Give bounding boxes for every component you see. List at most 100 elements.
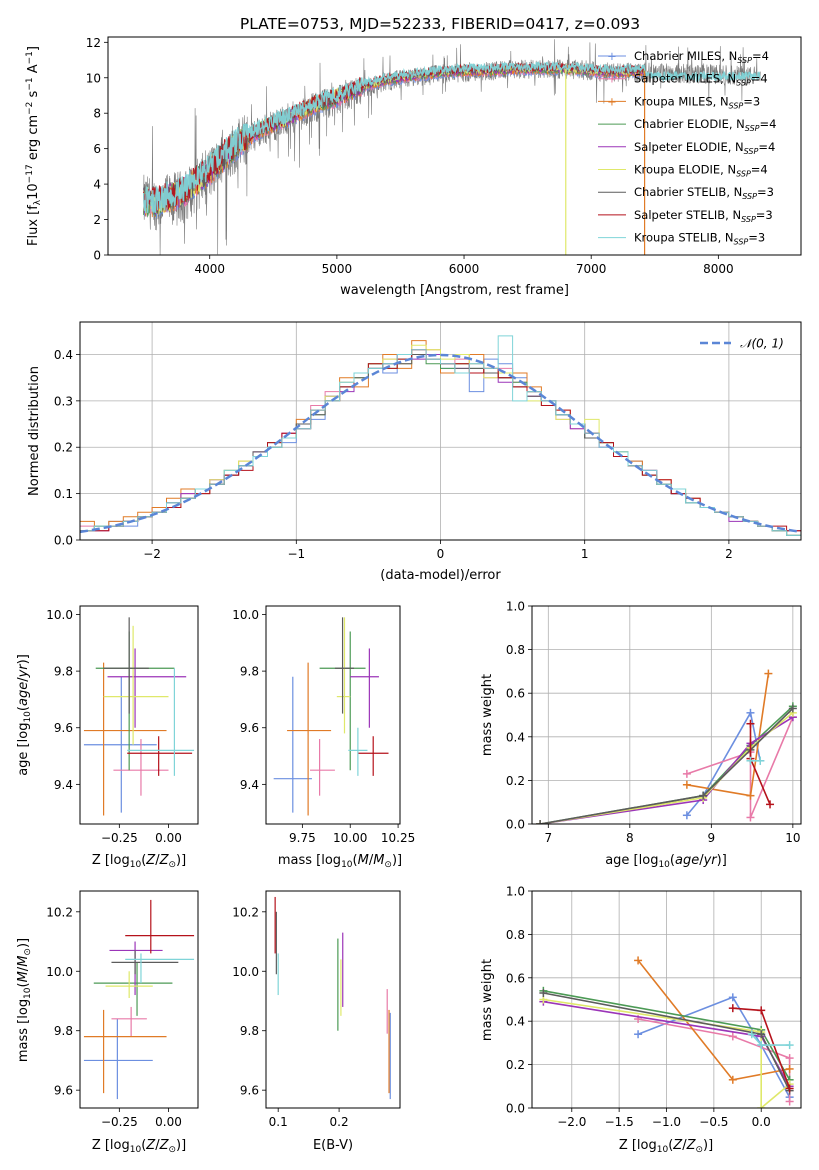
model-spectrum-line-0: [143, 66, 646, 219]
weight-marker-6: [757, 1030, 766, 1039]
x-axis-label-age-vs-mass: mass [log10(M/M⊙)]: [278, 853, 402, 870]
y-tick-label: 0.0: [54, 534, 73, 548]
weight-marker-2: [682, 780, 691, 789]
spectrum-traces: [142, 39, 761, 255]
label-part: Z: [686, 1138, 697, 1153]
data-point-4: [350, 648, 379, 728]
y-tick-label: 9.6: [54, 721, 73, 735]
axes-frame-age-vs-mass: [265, 605, 401, 825]
legend-label-sub: SSP: [742, 192, 757, 201]
legend-marker-0: +: [607, 49, 617, 63]
label-part: −2: [25, 102, 35, 115]
x-axis-label-age-vs-Z: Z [log10(Z/Z⊙)]: [92, 853, 186, 870]
y-tick-label: 10.0: [46, 965, 73, 979]
data-point-7: [125, 899, 195, 954]
axes-frame-weight-vs-age: [531, 605, 802, 825]
x-axis-label-mass-vs-Z: Z [log10(Z/Z⊙)]: [92, 1138, 186, 1155]
weight-line-2: [686, 673, 770, 797]
label-part: ⊙: [168, 1145, 176, 1155]
legend-label-6: Chabrier STELIB, NSSP=3: [634, 185, 774, 201]
legend-label-3: Chabrier ELODIE, NSSP=4: [634, 117, 776, 133]
y-axis-label-weight-vs-Z: mass weight: [480, 959, 495, 1041]
label-part: /: [682, 1138, 687, 1153]
legend-label-normal: 𝒩(0, 1): [740, 337, 784, 351]
weight-marker-0: [746, 708, 755, 717]
data-point-5: [105, 971, 153, 999]
y-tick-label: 9.8: [54, 665, 73, 679]
weight-marker-6: [536, 820, 545, 824]
spectrum-legend: + Chabrier MILES, NSSP=4+ Salpeter MILES, …: [598, 49, 776, 247]
legend-label-sub: SSP: [745, 124, 760, 133]
weight-marker-5: [757, 1104, 766, 1108]
x-tick-label: −2.0: [557, 1115, 586, 1129]
weight-marker-2: [764, 669, 773, 678]
weight-line-1: [686, 716, 794, 818]
weight-marker-0: [634, 1030, 643, 1039]
weight-marker-7: [746, 719, 755, 728]
weight-marker-8: [757, 1041, 766, 1050]
x-tick-label: 6000: [449, 262, 480, 276]
errorbars-mass-vs-Z: [83, 899, 195, 1100]
legend-label-sub: SSP: [741, 215, 756, 224]
weight-marker-2: [634, 956, 643, 965]
label-part: (: [670, 853, 675, 868]
label-part: Z: [159, 1138, 170, 1153]
x-tick-label: 4000: [194, 262, 225, 276]
legend-label-sub: SSP: [744, 147, 759, 156]
y-tick-label: 9.4: [240, 778, 259, 792]
label-part: 10: [23, 711, 33, 723]
weight-marker-7: [757, 1006, 766, 1015]
legend-label-n: =3: [756, 208, 773, 222]
y-tick-label: 9.8: [240, 665, 259, 679]
data-point-8: [125, 953, 195, 984]
label-part: age [log: [16, 723, 31, 776]
x-tick-label: 0.00: [155, 1115, 182, 1129]
y-tick-label: 1.0: [506, 885, 525, 899]
y-tick-label: 10.0: [232, 965, 259, 979]
data-point-5: [103, 625, 169, 745]
legend-label-text: Salpeter STELIB, N: [634, 208, 741, 222]
y-tick-label: 0.4: [506, 1015, 525, 1029]
label-part: M: [16, 971, 31, 982]
label-part: age: [16, 682, 31, 706]
y-axis-label-residuals: Normed distribution: [27, 366, 42, 496]
y-tick-label: 0: [93, 249, 101, 263]
y-tick-label: 0.8: [506, 643, 525, 657]
label-part: (: [16, 982, 31, 987]
y-axis-label-weight-vs-age: mass weight: [480, 674, 495, 756]
label-part: 10: [23, 987, 33, 999]
weight-marker-1: [746, 813, 755, 822]
legend-label-n: =4: [758, 140, 775, 154]
weights-weight-vs-Z: [539, 956, 794, 1108]
x-tick-label: 2: [725, 547, 733, 561]
weight-marker-1: [785, 1054, 794, 1063]
legend-label-0: Chabrier MILES, NSSP=4: [634, 49, 769, 65]
label-part: ⊙: [168, 860, 176, 870]
legend-label-5: Kroupa ELODIE, NSSP=4: [634, 163, 768, 179]
y-tick-label: 0.6: [506, 971, 525, 985]
label-part: Z: [672, 1138, 683, 1153]
label-part: /: [369, 853, 374, 868]
data-point-5: [336, 617, 351, 734]
legend-label-text: Kroupa ELODIE, N: [634, 163, 736, 177]
weight-marker-1: [728, 1032, 737, 1041]
legend-label-n: =4: [752, 49, 769, 63]
y-tick-label: 0.0: [506, 818, 525, 832]
weights-weight-vs-age: [536, 669, 797, 824]
model-spectrum-line-8: [142, 60, 761, 214]
weight-marker-2: [728, 1075, 737, 1084]
data-point-7: [127, 736, 193, 776]
x-tick-label: 7: [544, 831, 552, 845]
legend-label-2: Kroupa MILES, NSSP=3: [634, 94, 760, 110]
legend-label-n: =3: [757, 185, 774, 199]
label-part: M: [358, 853, 369, 868]
label-part: s: [26, 90, 41, 101]
legend-label-1: Salpeter MILES, NSSP=4: [634, 72, 768, 88]
model-spectrum-line-1: [143, 65, 646, 217]
weight-marker-7: [766, 800, 775, 809]
label-part: /: [16, 677, 31, 682]
y-tick-label: 0.1: [54, 487, 73, 501]
weight-line-6: [540, 707, 794, 824]
label-part: M: [16, 956, 31, 967]
